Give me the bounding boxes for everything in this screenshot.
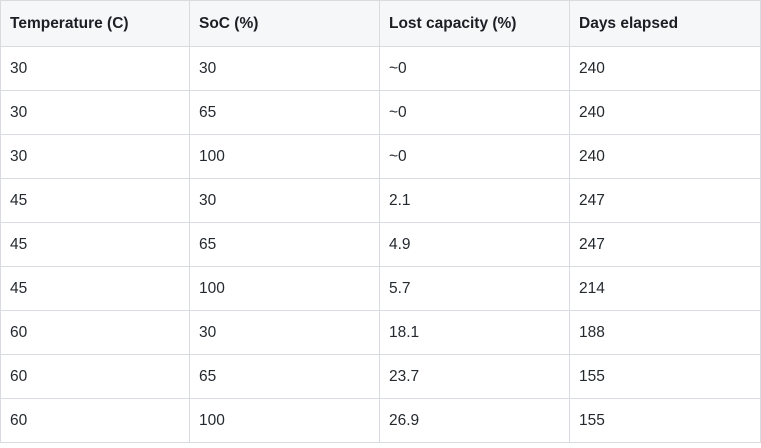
- header-days-elapsed: Days elapsed: [569, 0, 761, 47]
- cell-lost-capacity: ~0: [379, 46, 570, 91]
- cell-lost-capacity: ~0: [379, 134, 570, 179]
- cell-temperature: 45: [0, 222, 190, 267]
- cell-days-elapsed: 240: [569, 134, 761, 179]
- table-row: 45 65 4.9 247: [0, 222, 761, 267]
- cell-soc: 65: [189, 354, 380, 399]
- cell-soc: 30: [189, 310, 380, 355]
- cell-days-elapsed: 247: [569, 178, 761, 223]
- cell-days-elapsed: 155: [569, 398, 761, 443]
- cell-soc: 100: [189, 134, 380, 179]
- table-row: 60 65 23.7 155: [0, 354, 761, 399]
- table-row: 30 30 ~0 240: [0, 46, 761, 91]
- cell-temperature: 45: [0, 178, 190, 223]
- cell-temperature: 30: [0, 90, 190, 135]
- header-soc: SoC (%): [189, 0, 380, 47]
- cell-lost-capacity: 2.1: [379, 178, 570, 223]
- cell-soc: 65: [189, 90, 380, 135]
- cell-soc: 100: [189, 266, 380, 311]
- cell-lost-capacity: 5.7: [379, 266, 570, 311]
- table-row: 30 100 ~0 240: [0, 134, 761, 179]
- cell-temperature: 30: [0, 134, 190, 179]
- cell-days-elapsed: 214: [569, 266, 761, 311]
- cell-temperature: 30: [0, 46, 190, 91]
- table-row: 45 30 2.1 247: [0, 178, 761, 223]
- cell-temperature: 60: [0, 354, 190, 399]
- cell-soc: 30: [189, 178, 380, 223]
- cell-lost-capacity: 18.1: [379, 310, 570, 355]
- cell-days-elapsed: 247: [569, 222, 761, 267]
- cell-soc: 100: [189, 398, 380, 443]
- table-body: 30 30 ~0 240 30 65 ~0 240 30 100 ~0 240 …: [0, 46, 761, 443]
- table-row: 45 100 5.7 214: [0, 266, 761, 311]
- cell-lost-capacity: 23.7: [379, 354, 570, 399]
- cell-temperature: 45: [0, 266, 190, 311]
- cell-temperature: 60: [0, 398, 190, 443]
- header-row: Temperature (C) SoC (%) Lost capacity (%…: [0, 0, 761, 47]
- cell-lost-capacity: ~0: [379, 90, 570, 135]
- cell-temperature: 60: [0, 310, 190, 355]
- table-row: 60 30 18.1 188: [0, 310, 761, 355]
- header-temperature: Temperature (C): [0, 0, 190, 47]
- table-header: Temperature (C) SoC (%) Lost capacity (%…: [0, 0, 761, 47]
- table-row: 60 100 26.9 155: [0, 398, 761, 443]
- cell-lost-capacity: 26.9: [379, 398, 570, 443]
- cell-lost-capacity: 4.9: [379, 222, 570, 267]
- cell-days-elapsed: 155: [569, 354, 761, 399]
- cell-days-elapsed: 240: [569, 90, 761, 135]
- header-lost-capacity: Lost capacity (%): [379, 0, 570, 47]
- table-row: 30 65 ~0 240: [0, 90, 761, 135]
- cell-soc: 30: [189, 46, 380, 91]
- cell-days-elapsed: 240: [569, 46, 761, 91]
- cell-days-elapsed: 188: [569, 310, 761, 355]
- cell-soc: 65: [189, 222, 380, 267]
